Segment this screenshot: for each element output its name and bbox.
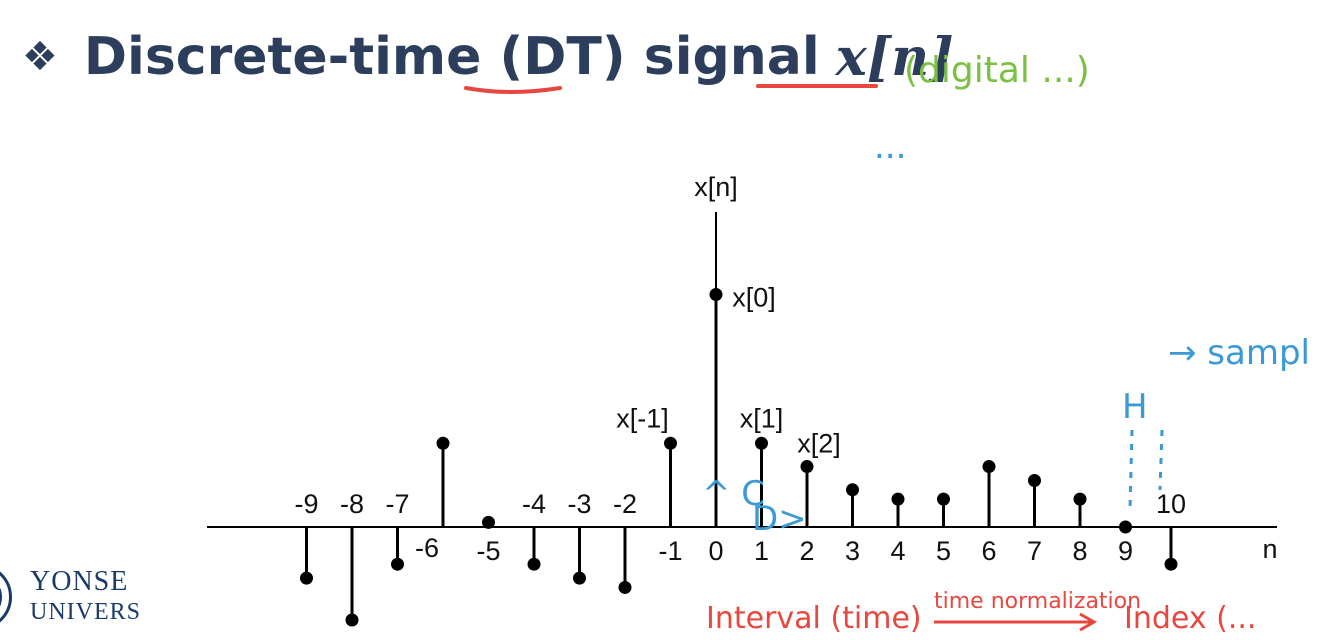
point-label-n0: x[0] xyxy=(732,283,776,313)
slide-title: ❖ Discrete-time (DT) signal x[n] xyxy=(22,22,954,92)
tick-label-n7: 7 xyxy=(1027,536,1042,566)
blue-dash-right xyxy=(1158,429,1164,491)
stem-point-n10 xyxy=(1164,557,1178,571)
red-index-note: Index (... xyxy=(1124,601,1256,636)
point-labels: x[-1] x[0] x[1] x[2] xyxy=(616,283,841,459)
stem-point-n2 xyxy=(800,460,814,474)
blue-h-mark: H xyxy=(1122,387,1148,427)
logo-text: YONSE UNIVERS xyxy=(30,567,141,627)
tick-labels: -9 -8 -7-6 -5 -4 -3 -2 -1 0 1 2 3 4 5 6 7 8 9 10 xyxy=(294,489,1186,566)
university-seal-icon xyxy=(0,562,16,632)
tick-label-n5: 5 xyxy=(936,536,951,566)
stem-point-n5 xyxy=(937,492,950,506)
stem-point-n-4 xyxy=(527,557,541,571)
blue-dash-left xyxy=(1128,429,1134,509)
tick-label-n2: 2 xyxy=(799,536,814,566)
red-normalization-note: time normalization xyxy=(934,589,1141,614)
stem-point-n-2 xyxy=(618,580,632,594)
stem-point-n-8 xyxy=(345,613,359,627)
stem-point-n-1 xyxy=(664,436,677,450)
logo-line-1: YONSE xyxy=(30,566,129,597)
point-label-n-1: x[-1] xyxy=(616,403,669,433)
tick-label-n1: 1 xyxy=(754,536,769,566)
y-axis-label: x[n] xyxy=(694,172,738,202)
point-label-n2: x[2] xyxy=(797,429,841,459)
stem-point-n8 xyxy=(1073,492,1087,506)
tick-label-n-7: -7 xyxy=(385,489,409,519)
stem-point-n-5 xyxy=(482,515,495,529)
tick-label-n-3: -3 xyxy=(567,489,591,519)
blue-curly-mark: ^ C xyxy=(702,474,765,514)
x-axis-label: n xyxy=(1262,534,1277,564)
stem-point-n-3 xyxy=(573,571,586,585)
blue-sample-note: → sampl xyxy=(1168,333,1310,373)
blue-note: ... xyxy=(874,127,906,167)
stem-series xyxy=(300,288,1178,627)
stem-point-n-7 xyxy=(391,557,404,571)
bullet-diamond-icon: ❖ xyxy=(22,34,58,80)
tick-label-n-2: -2 xyxy=(613,489,637,519)
stem-point-n1 xyxy=(755,436,768,450)
tick-label-n-6: -6 xyxy=(415,533,439,563)
point-label-n1: x[1] xyxy=(740,403,784,433)
green-note: (digital ...) xyxy=(904,50,1090,91)
tick-label-n-9: -9 xyxy=(294,489,318,519)
stem-point-n-6 xyxy=(436,436,450,450)
underline-dt xyxy=(464,86,562,94)
blue-d-mark: D> xyxy=(752,499,807,539)
tick-label-n-5: -5 xyxy=(476,536,500,566)
red-arrow-head xyxy=(1079,612,1098,632)
stem-point-n4 xyxy=(891,492,905,506)
tick-label-n6: 6 xyxy=(981,536,996,566)
stem-point-n9 xyxy=(1119,520,1132,534)
tick-label-n-4: -4 xyxy=(522,489,546,519)
title-symbol: x[n] xyxy=(835,26,954,88)
university-logo: YONSE UNIVERS xyxy=(0,562,140,632)
title-text: Discrete-time (DT) signal xyxy=(83,27,820,87)
tick-label-n4: 4 xyxy=(890,536,905,566)
red-interval-note: Interval (time) xyxy=(706,601,922,636)
tick-label-n10: 10 xyxy=(1156,489,1186,519)
logo-line-2: UNIVERS xyxy=(30,599,142,625)
tick-label-n9: 9 xyxy=(1118,536,1133,566)
tick-label-n-1: -1 xyxy=(658,536,682,566)
tick-label-n0: 0 xyxy=(708,536,723,566)
stem-point-n-9 xyxy=(300,571,313,585)
stem-point-n7 xyxy=(1028,474,1041,487)
tick-label-n3: 3 xyxy=(845,536,860,566)
stem-point-n0 xyxy=(709,288,723,301)
stem-point-n6 xyxy=(982,460,996,474)
tick-label-n8: 8 xyxy=(1072,536,1087,566)
stem-point-n3 xyxy=(846,483,859,497)
tick-label-n-8: -8 xyxy=(340,489,364,519)
